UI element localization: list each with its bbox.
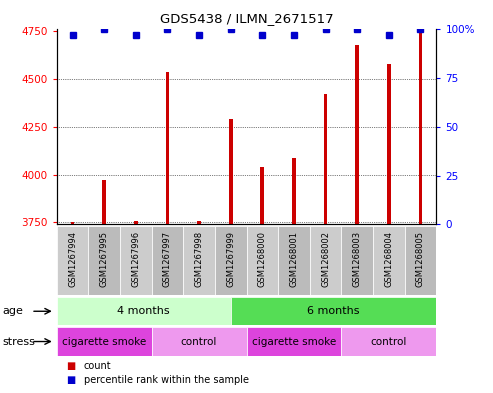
Text: GSM1267995: GSM1267995 <box>100 231 108 287</box>
Bar <box>405 226 436 295</box>
Text: percentile rank within the sample: percentile rank within the sample <box>84 375 249 385</box>
Bar <box>260 167 264 224</box>
Bar <box>152 327 246 356</box>
Bar <box>102 180 106 224</box>
Bar <box>197 221 201 224</box>
Text: age: age <box>2 306 23 316</box>
Bar <box>355 45 359 224</box>
Text: GSM1268002: GSM1268002 <box>321 231 330 287</box>
Bar <box>166 72 169 224</box>
Bar <box>324 94 327 224</box>
Text: cigarette smoke: cigarette smoke <box>252 336 336 347</box>
Text: GSM1268003: GSM1268003 <box>352 231 362 287</box>
Text: GDS5438 / ILMN_2671517: GDS5438 / ILMN_2671517 <box>160 12 333 25</box>
Bar <box>341 327 436 356</box>
Bar <box>246 327 341 356</box>
Bar <box>88 226 120 295</box>
Bar <box>215 226 246 295</box>
Text: GSM1267997: GSM1267997 <box>163 231 172 287</box>
Text: count: count <box>84 362 111 371</box>
Bar <box>134 221 138 224</box>
Text: GSM1267998: GSM1267998 <box>195 231 204 287</box>
Bar <box>246 226 278 295</box>
Text: 4 months: 4 months <box>117 306 170 316</box>
Bar <box>310 226 341 295</box>
Bar <box>57 297 231 325</box>
Text: stress: stress <box>2 336 35 347</box>
Text: GSM1267996: GSM1267996 <box>131 231 141 287</box>
Bar <box>373 226 405 295</box>
Bar <box>231 297 436 325</box>
Text: 6 months: 6 months <box>307 306 360 316</box>
Text: GSM1268000: GSM1268000 <box>258 231 267 287</box>
Bar <box>419 33 423 224</box>
Text: control: control <box>371 336 407 347</box>
Bar <box>278 226 310 295</box>
Text: ■: ■ <box>67 362 76 371</box>
Text: GSM1268001: GSM1268001 <box>289 231 298 287</box>
Text: GSM1268005: GSM1268005 <box>416 231 425 287</box>
Text: control: control <box>181 336 217 347</box>
Bar <box>229 119 233 224</box>
Bar <box>292 158 296 224</box>
Bar <box>57 327 152 356</box>
Text: GSM1268004: GSM1268004 <box>385 231 393 287</box>
Bar <box>70 222 74 224</box>
Bar <box>341 226 373 295</box>
Text: GSM1267999: GSM1267999 <box>226 231 235 287</box>
Bar <box>387 64 391 224</box>
Bar <box>57 226 88 295</box>
Bar <box>120 226 152 295</box>
Bar <box>152 226 183 295</box>
Text: GSM1267994: GSM1267994 <box>68 231 77 287</box>
Bar <box>183 226 215 295</box>
Text: ■: ■ <box>67 375 76 385</box>
Text: cigarette smoke: cigarette smoke <box>62 336 146 347</box>
